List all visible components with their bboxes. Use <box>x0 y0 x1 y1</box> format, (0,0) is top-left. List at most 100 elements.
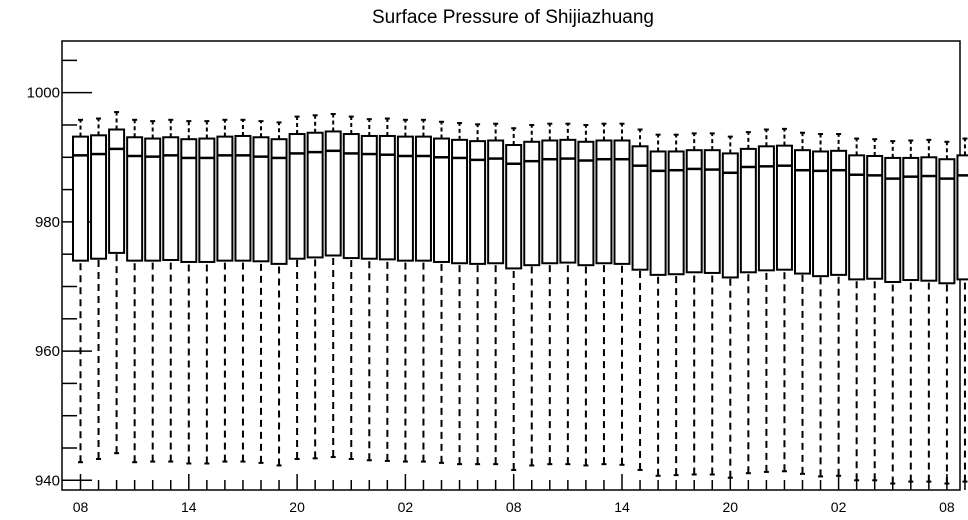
box-group <box>884 140 902 485</box>
box-iqr <box>631 145 649 271</box>
box-iqr <box>541 139 559 265</box>
box-iqr <box>414 135 432 262</box>
box-iqr <box>90 134 108 260</box>
box-iqr <box>848 154 866 281</box>
box-group <box>162 118 180 463</box>
box-group <box>487 122 505 466</box>
x-axis: 08 14 20 02 08 14 20 02 08 <box>73 474 966 515</box>
box-iqr <box>505 144 523 270</box>
box-group <box>830 133 848 477</box>
x-tick-label: 14 <box>614 499 630 515</box>
box-iqr <box>866 154 884 280</box>
box-iqr <box>794 149 811 275</box>
box-iqr <box>685 149 703 274</box>
box-iqr <box>451 138 469 265</box>
chart-title: Surface Pressure of Shijiazhuang <box>372 7 654 28</box>
box-iqr <box>72 135 89 262</box>
box-group <box>505 127 523 471</box>
box-group <box>342 115 360 460</box>
box-group <box>956 137 968 483</box>
box-group <box>144 120 162 463</box>
box-iqr <box>216 135 234 262</box>
box-iqr <box>342 133 360 260</box>
box-group <box>523 123 541 467</box>
box-iqr <box>812 150 830 278</box>
box-iqr <box>487 139 505 265</box>
box-group <box>920 138 938 483</box>
box-iqr <box>360 134 378 260</box>
box-group <box>126 118 144 464</box>
box-iqr <box>757 145 775 272</box>
box-iqr <box>396 135 414 262</box>
box-group <box>667 133 685 477</box>
box-iqr <box>469 140 487 265</box>
box-group <box>252 120 270 464</box>
box-iqr <box>721 152 739 279</box>
box-iqr <box>902 156 920 282</box>
box-iqr <box>324 130 342 257</box>
box-iqr <box>613 139 631 265</box>
box-iqr <box>523 140 541 267</box>
box-iqr <box>306 131 324 259</box>
box-group <box>198 120 216 465</box>
x-tick-label: 02 <box>398 499 414 515</box>
box-group <box>848 137 866 482</box>
box-iqr <box>775 144 793 271</box>
box-iqr <box>198 137 216 263</box>
box-group <box>108 111 126 455</box>
x-tick-label: 02 <box>831 499 847 515</box>
box-group <box>414 118 432 463</box>
box-group <box>739 131 757 475</box>
box-iqr <box>739 147 757 274</box>
box-group <box>902 139 920 483</box>
box-iqr <box>108 128 126 254</box>
box-group <box>324 113 342 459</box>
y-tick-label: 980 <box>35 214 60 231</box>
box-iqr <box>559 138 577 264</box>
box-group <box>378 117 396 462</box>
box-iqr <box>703 149 721 274</box>
box-group <box>270 121 288 467</box>
box-iqr <box>126 136 144 262</box>
y-axis: 940 960 980 1000 <box>27 59 92 489</box>
x-tick-label: 08 <box>506 499 522 515</box>
box-iqr <box>577 140 595 267</box>
x-tick-label: 08 <box>73 499 89 515</box>
box-group <box>469 123 487 466</box>
box-group <box>775 127 793 473</box>
box-group <box>234 118 252 463</box>
box-series <box>72 111 968 485</box>
box-group <box>649 133 667 477</box>
box-iqr <box>288 133 306 260</box>
box-group <box>812 133 830 478</box>
box-iqr <box>649 150 667 276</box>
box-iqr <box>938 158 956 285</box>
box-iqr <box>595 139 613 265</box>
box-group <box>72 118 89 464</box>
box-iqr <box>234 134 252 262</box>
x-tick-label: 20 <box>723 499 739 515</box>
box-group <box>180 120 198 465</box>
box-group <box>685 132 703 476</box>
box-group <box>396 118 414 463</box>
box-group <box>216 118 234 463</box>
box-group <box>541 122 559 466</box>
box-group <box>288 115 306 460</box>
box-iqr <box>956 154 968 281</box>
box-group <box>703 132 721 476</box>
box-group <box>794 131 811 475</box>
y-tick-label: 1000 <box>27 85 60 102</box>
box-iqr <box>162 136 180 262</box>
box-group <box>306 114 324 460</box>
box-group <box>595 122 613 466</box>
box-iqr <box>433 137 450 263</box>
box-group <box>613 122 631 466</box>
box-iqr <box>252 136 270 263</box>
box-group <box>757 128 775 473</box>
box-iqr <box>920 156 938 282</box>
x-tick-label: 08 <box>939 499 955 515</box>
box-group <box>866 138 884 482</box>
box-iqr <box>180 138 198 263</box>
